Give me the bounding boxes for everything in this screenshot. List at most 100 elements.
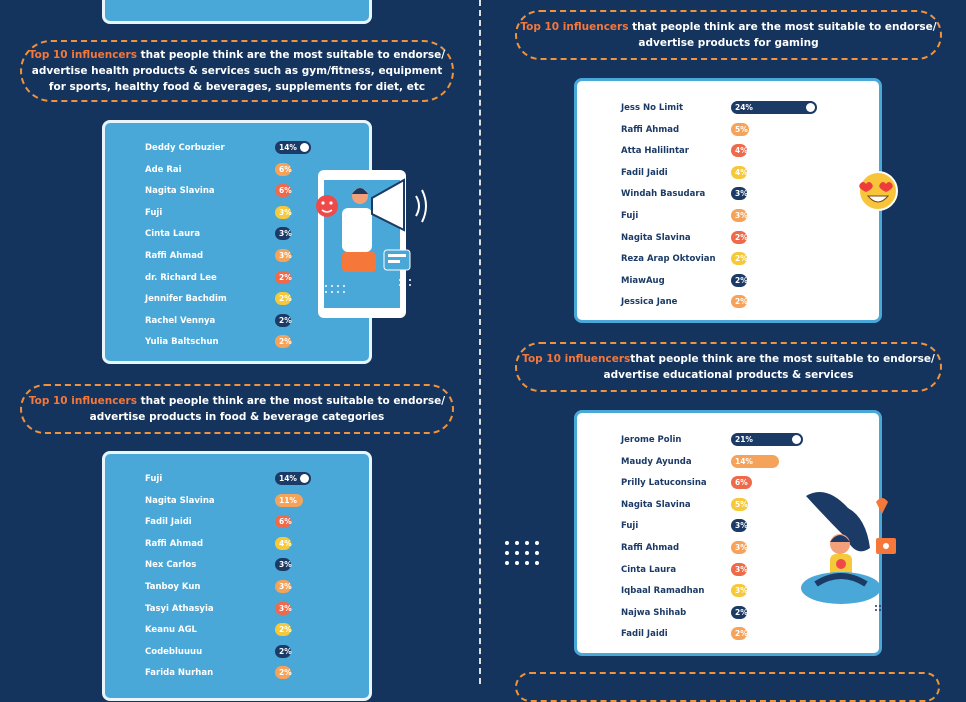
caption-text: that people think are the most suitable …	[31, 49, 446, 93]
chart-row: Windah Basudara 3%	[621, 187, 837, 203]
influencer-name: Fadil Jaidi	[621, 167, 668, 178]
percentage-bar: 3%	[731, 187, 748, 201]
chart-row: Cinta Laura 3%	[145, 227, 331, 243]
previous-section-panel	[102, 0, 372, 24]
caption-highlight: Top 10 influencers	[28, 395, 137, 407]
percentage-bar: 2%	[731, 252, 748, 266]
percentage-bar: 11%	[275, 493, 304, 507]
megaphone-phone-illustration	[316, 170, 427, 318]
influencer-name: Fadil Jaidi	[145, 517, 192, 528]
caption-highlight: Top 10 influencers	[520, 21, 629, 33]
influencer-name: Raffi Ahmad	[621, 543, 680, 553]
caption-highlight: Top 10 influencers	[522, 353, 631, 365]
percentage-bar: 3%	[275, 227, 292, 241]
influencer-name: Jessica Jane	[621, 297, 678, 308]
influencer-name: Nex Carlos	[145, 560, 197, 571]
percentage-bar: 3%	[731, 584, 748, 598]
chart-row: Yulia Baltschun 2%	[145, 335, 331, 351]
percentage-bar: 2%	[731, 295, 748, 309]
percentage-bar: 2%	[275, 644, 292, 658]
chart-row: Nex Carlos 3%	[145, 558, 331, 574]
percentage-bar: 5%	[731, 122, 749, 136]
influencer-name: Fuji	[621, 211, 639, 221]
chart-row: MiawAug 2%	[621, 273, 837, 290]
chart-row: Fadil Jaidi 2%	[621, 627, 823, 643]
chart-row: Tanboy Kun 3%	[145, 580, 331, 596]
chart-row: Atta Halilintar 4%	[621, 144, 837, 160]
percentage-bar: 6%	[731, 476, 752, 490]
percentage-bar: 2%	[731, 230, 748, 244]
chart-row: Iqbaal Ramadhan 3%	[621, 584, 823, 600]
percentage-bar: 3%	[731, 519, 748, 533]
chart-row: Fadil Jaidi 4%	[621, 165, 837, 182]
chart-row: Reza Arap Oktovian 2%	[621, 252, 837, 268]
influencer-name: Raffi Ahmad	[145, 251, 204, 261]
educational-chart-panel: Jerome Polin 21% Maudy Ayunda 14% Prilly Lat…	[574, 410, 882, 656]
chart-row: Deddy Corbuzier 14%	[145, 141, 331, 157]
educational-caption: Top 10 influencersthat people think are …	[515, 342, 942, 392]
influencer-name: Nagita Slavina	[621, 232, 691, 243]
chart-row: Fuji 14%	[145, 472, 331, 488]
percentage-bar: 14%	[275, 472, 311, 485]
percentage-bar: 3%	[275, 205, 292, 219]
influencer-name: Jess No Limit	[621, 103, 684, 113]
student-illustration	[801, 492, 896, 611]
chart-row: Raffi Ahmad 3%	[621, 541, 823, 557]
food-beverage-caption: Top 10 influencers that people think are…	[20, 384, 454, 434]
chart-row: Fuji 3%	[145, 205, 331, 222]
influencer-name: Cinta Laura	[621, 564, 677, 575]
chart-row: Raffi Ahmad 3%	[145, 249, 331, 265]
influencer-name: Keanu AGL	[145, 625, 197, 636]
influencer-name: Windah Basudara	[621, 189, 706, 200]
percentage-bar: 2%	[275, 292, 292, 306]
chart-row: Maudy Ayunda 14%	[621, 454, 823, 471]
influencer-name: Najwa Shihab	[621, 607, 687, 618]
chart-row: Nagita Slavina 11%	[145, 493, 331, 510]
influencer-name: Codebluuuu	[145, 646, 203, 657]
influencer-name: Raffi Ahmad	[145, 538, 204, 549]
influencer-name: Rachel Vennya	[145, 315, 216, 326]
percentage-bar: 3%	[275, 580, 292, 593]
percentage-bar: 24%	[731, 101, 817, 114]
influencer-name: Nagita Slavina	[145, 186, 215, 197]
percentage-bar: 4%	[731, 165, 748, 179]
percentage-bar: 14%	[275, 141, 311, 154]
influencer-name: dr. Richard Lee	[145, 272, 217, 283]
percentage-bar: 6%	[275, 184, 292, 198]
influencer-name: Nagita Slavina	[145, 495, 215, 506]
influencer-name: Jerome Polin	[621, 435, 682, 445]
percentage-bar: 3%	[275, 558, 292, 572]
influencer-name: Atta Halilintar	[621, 146, 689, 157]
caption-text: that people think are the most suitable …	[603, 353, 935, 381]
health-chart-panel: Deddy Corbuzier 14% Ade Rai 6% Nagita Slavin…	[102, 120, 372, 364]
percentage-bar: 2%	[731, 273, 748, 287]
percentage-bar: 3%	[275, 249, 292, 262]
influencer-name: Fadil Jaidi	[621, 629, 668, 640]
chart-row: Cinta Laura 3%	[621, 562, 823, 579]
percentage-bar: 5%	[731, 497, 749, 511]
influencer-name: Deddy Corbuzier	[145, 143, 225, 153]
chart-row: Nagita Slavina 2%	[621, 230, 837, 247]
heart-eyes-emoji-icon	[858, 171, 898, 211]
chart-row: Codebluuuu 2%	[145, 644, 331, 661]
influencer-name: Nagita Slavina	[621, 499, 691, 510]
chart-row: Raffi Ahmad 4%	[145, 536, 331, 553]
chart-row: Nagita Slavina 6%	[145, 184, 331, 200]
percentage-bar: 3%	[731, 209, 748, 222]
percentage-bar: 6%	[275, 162, 292, 176]
percentage-bar: 2%	[731, 605, 748, 619]
percentage-bar: 2%	[275, 335, 292, 349]
health-caption: Top 10 influencers that people think are…	[20, 40, 454, 102]
percentage-bar: 4%	[275, 536, 292, 550]
influencer-name: Cinta Laura	[145, 229, 201, 240]
chart-row: Ade Rai 6%	[145, 162, 331, 179]
chart-row: dr. Richard Lee 2%	[145, 270, 331, 287]
percentage-bar: 2%	[731, 627, 748, 641]
gaming-caption: Top 10 influencers that people think are…	[515, 10, 942, 60]
influencer-name: Ade Rai	[145, 164, 182, 175]
percentage-bar: 2%	[275, 666, 292, 680]
percentage-bar: 2%	[275, 623, 292, 637]
chart-row: Raffi Ahmad 5%	[621, 122, 837, 139]
food-beverage-chart-panel: Fuji 14% Nagita Slavina 11% Fadil Jaidi 6% Raf…	[102, 451, 372, 701]
percentage-bar: 3%	[275, 601, 292, 615]
